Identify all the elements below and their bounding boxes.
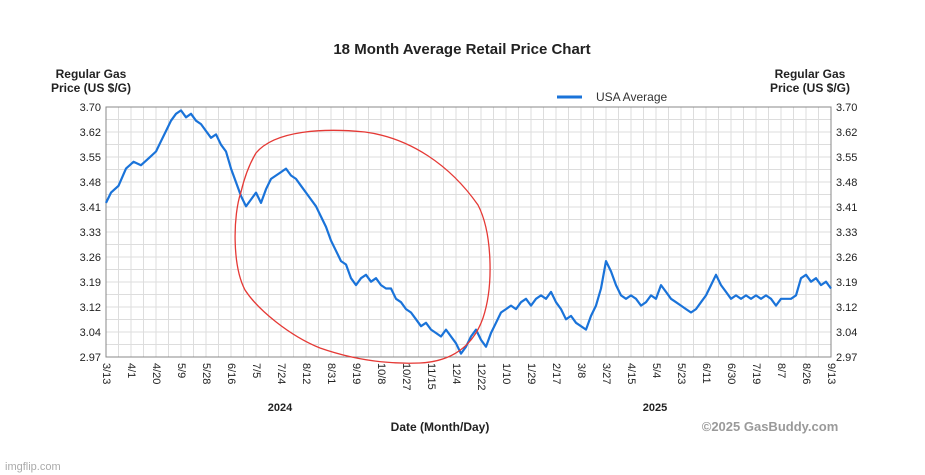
y-tick-labels: 3.70 3.70 3.62 3.62 3.55 3.55 3.48 3.48 3.41 3.41…	[80, 102, 858, 364]
x-tick-label: 8/12	[300, 363, 312, 384]
x-tick-label: 7/19	[750, 363, 762, 384]
y-tick-label-left: 3.55	[80, 152, 101, 164]
x-tick-label: 8/31	[325, 363, 337, 384]
y-tick-label-right: 3.62	[836, 127, 857, 139]
x-tick-label: 9/19	[350, 363, 362, 384]
y-tick-label-right: 3.04	[836, 327, 857, 339]
y-tick-label-right: 3.12	[836, 302, 857, 314]
x-tick-label: 5/4	[650, 363, 662, 378]
x-tick-label: 2/17	[550, 363, 562, 384]
x-tick-label: 4/15	[625, 363, 637, 384]
y-tick-label-left: 3.48	[80, 177, 101, 189]
x-tick-label: 5/23	[675, 363, 687, 384]
y-tick-label-left: 3.33	[80, 227, 101, 239]
x-tick-label: 4/20	[150, 363, 162, 384]
series-usa-average	[105, 109, 832, 355]
x-tick-label: 12/4	[450, 363, 462, 384]
x-tick-label: 7/24	[275, 363, 287, 384]
y-tick-label-right: 3.26	[836, 252, 857, 264]
x-tick-label: 5/9	[175, 363, 187, 378]
x-tick-label: 1/10	[500, 363, 512, 384]
x-tick-label: 10/27	[400, 363, 412, 391]
x-axis-title: Date (Month/Day)	[391, 420, 490, 434]
y-tick-label-left: 2.97	[80, 352, 101, 364]
chart-title: 18 Month Average Retail Price Chart	[333, 41, 590, 58]
imgflip-watermark: imgflip.com	[5, 461, 61, 473]
left-axis-title-line2: Price (US $/G)	[51, 81, 131, 95]
x-tick-label: 5/28	[200, 363, 212, 384]
y-tick-label-left: 3.41	[80, 202, 101, 214]
y-tick-label-right: 2.97	[836, 352, 857, 364]
x-tick-label: 1/29	[525, 363, 537, 384]
series-line	[105, 109, 832, 355]
y-tick-label-left: 3.70	[80, 102, 101, 114]
y-tick-label-right: 3.19	[836, 277, 857, 289]
x-tick-label: 7/5	[250, 363, 262, 378]
y-tick-label-left: 3.26	[80, 252, 101, 264]
x-tick-label: 3/27	[600, 363, 612, 384]
y-tick-label-right: 3.33	[836, 227, 857, 239]
x-tick-label: 12/22	[475, 363, 487, 391]
x-tick-label: 8/26	[800, 363, 812, 384]
y-tick-label-right: 3.55	[836, 152, 857, 164]
x-tick-label: 6/11	[700, 363, 712, 384]
x-tick-label: 10/8	[375, 363, 387, 384]
x-tick-label: 6/16	[225, 363, 237, 384]
right-axis-title-line2: Price (US $/G)	[770, 81, 850, 95]
legend-label: USA Average	[596, 90, 667, 104]
plot-frame	[105, 106, 832, 358]
x-tick-label: 3/8	[575, 363, 587, 378]
grid	[105, 106, 832, 358]
red-circle-annotation	[234, 129, 491, 364]
year-label: 2024	[268, 402, 293, 414]
x-tick-label: 4/1	[125, 363, 137, 378]
y-tick-label-right: 3.70	[836, 102, 857, 114]
gasbuddy-credit: ©2025 GasBuddy.com	[702, 419, 839, 434]
x-tick-label: 3/13	[100, 363, 112, 384]
y-tick-label-right: 3.41	[836, 202, 857, 214]
x-tick-label: 11/15	[425, 363, 437, 390]
x-tick-label: 8/7	[775, 363, 787, 378]
y-tick-label-left: 3.62	[80, 127, 101, 139]
left-axis-title-line1: Regular Gas	[56, 67, 127, 81]
x-tick-label: 6/30	[725, 363, 737, 384]
y-tick-label-right: 3.48	[836, 177, 857, 189]
right-axis-title-line1: Regular Gas	[775, 67, 846, 81]
x-tick-label: 9/13	[825, 363, 837, 384]
x-tick-labels: 3/13 4/1 4/20 5/9 5/28 6/16 7/5 7/24 8/12 8/31 9/1…	[100, 363, 837, 391]
y-tick-label-left: 3.12	[80, 302, 101, 314]
year-labels: 2024 2025	[268, 402, 667, 414]
y-tick-label-left: 3.19	[80, 277, 101, 289]
year-label: 2025	[643, 402, 667, 414]
legend: USA Average	[557, 90, 667, 104]
y-tick-label-left: 3.04	[80, 327, 101, 339]
